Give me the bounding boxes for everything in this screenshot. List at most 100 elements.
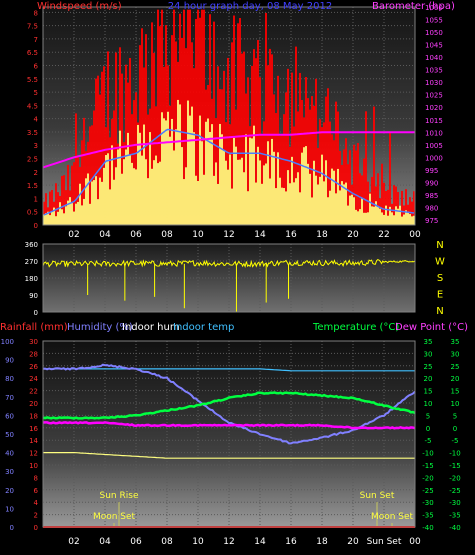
windspeed-tick: 6.5 [27,49,38,57]
wind-speed-bar [357,211,359,225]
wind-gust-bar [389,132,391,225]
wind-gust-bar [83,117,85,225]
wind-gust-bar [91,125,93,225]
wind-speed-bar [123,159,125,225]
wind-gust-bar [311,96,313,226]
wind-speed-bar [117,149,119,225]
wind-speed-bar [319,176,321,225]
direction-degree-tick: 180 [25,275,38,283]
wind-speed-bar [241,157,243,225]
wind-speed-bar [303,147,305,225]
wind-speed-bar [387,215,389,225]
wind-speed-bar [405,210,407,225]
dew-point-tick: 30 [451,350,460,358]
dew-point-tick: -25 [449,487,460,495]
top-time-tick: 10 [192,230,204,240]
wind-speed-bar [311,197,313,225]
wind-gust-bar [63,175,65,225]
wind-gust-bar [357,142,359,225]
temperature-tick: -10 [422,450,433,458]
wind-gust-bar [307,98,309,225]
barometer-tick: 1000 [425,154,443,162]
wind-speed-bar [237,159,239,225]
wind-speed-bar [105,155,107,225]
barometer-tick: 1015 [425,117,443,125]
wind-speed-bar [137,124,139,225]
wind-speed-bar [407,211,409,225]
humidity-tick: 80 [5,375,14,383]
dew-point-tick: 15 [451,388,460,396]
wind-speed-bar [101,181,103,225]
wind-gust-bar [135,92,137,225]
wind-speed-bar [279,177,281,225]
bottom-time-tick: 20 [347,537,359,547]
wind-gust-bar [413,191,415,225]
wind-speed-bar [133,168,135,225]
sun-rise-label-left: Sun Rise [100,491,139,501]
wind-gust-bar [283,114,285,225]
wind-speed-bar [299,192,301,225]
compass-label: S [437,273,443,284]
barometer-tick: 975 [425,217,438,225]
wind-speed-bar [215,162,217,225]
wind-gust-bar [227,57,229,225]
wind-speed-bar [267,141,269,225]
wind-gust-bar [237,23,239,226]
rainfall-tick: 26 [29,363,38,371]
wind-speed-bar [61,209,63,225]
wind-speed-bar [67,200,69,225]
rainfall-tick: 16 [29,425,38,433]
wind-speed-bar [403,214,405,225]
chart-title: 24 hour graph day, 08 May 2012 [168,1,332,12]
barometer-tick-labels: 975 980 985 990 995 1000 1005 1010 1015 1020 1025 1… [425,4,443,225]
top-time-tick: 18 [316,230,328,240]
moon-set-label-left: Moon Set [93,512,136,522]
wind-speed-bar [65,206,67,225]
barometer-tick: 1025 [425,92,443,100]
wind-speed-bar [367,212,369,225]
wind-speed-bar [131,162,133,225]
barometer-tick: 1030 [425,79,443,87]
rainfall-tick: 14 [29,437,38,445]
dew-point-tick: -40 [449,524,460,532]
wind-speed-bar [49,215,51,225]
wind-gust-bar [125,64,127,225]
wind-speed-bar [93,180,95,225]
rainfall-tick: 20 [29,400,38,408]
windspeed-tick: 3 [34,142,38,150]
wind-gust-bar [281,135,283,225]
wind-speed-bar [365,212,367,225]
barometer-tick: 995 [425,167,438,175]
wind-gust-bar [233,15,235,225]
barometer-tick: 1040 [425,54,443,62]
humidity-tick: 10 [5,505,14,513]
wind-speed-bar [203,174,205,225]
wind-speed-bar [369,193,371,225]
bottom-time-tick: 18 [316,537,328,547]
wind-speed-bar [335,193,337,225]
wind-speed-bar [327,197,329,225]
wind-speed-bar [261,183,263,225]
wind-gust-bar [195,19,197,225]
wind-speed-bars [43,99,415,225]
rainfall-tick: 8 [34,474,38,482]
wind-speed-bar [125,149,127,225]
wind-speed-bar [235,146,237,225]
barometer-tick: 1045 [425,42,443,50]
bottom-time-tick: 12 [223,537,234,547]
top-time-tick: 04 [99,230,111,240]
wind-gust-bar [45,193,47,225]
windspeed-tick: 4.5 [27,102,38,110]
top-time-tick: 20 [347,230,359,240]
dew-point-tick: 10 [451,400,460,408]
wind-barometer-panel: Windspeed (m/s) 24 hour graph day, 08 Ma… [27,1,455,240]
humidity-tick: 30 [5,468,14,476]
wind-gust-bar [265,12,267,226]
wind-gust-bar [409,197,411,225]
wind-speed-bar [359,209,361,225]
wind-gust-bar [75,113,77,225]
bottom-time-tick: 06 [130,537,142,547]
temperature-tick: -15 [422,462,433,470]
wind-gust-bar [255,58,257,225]
